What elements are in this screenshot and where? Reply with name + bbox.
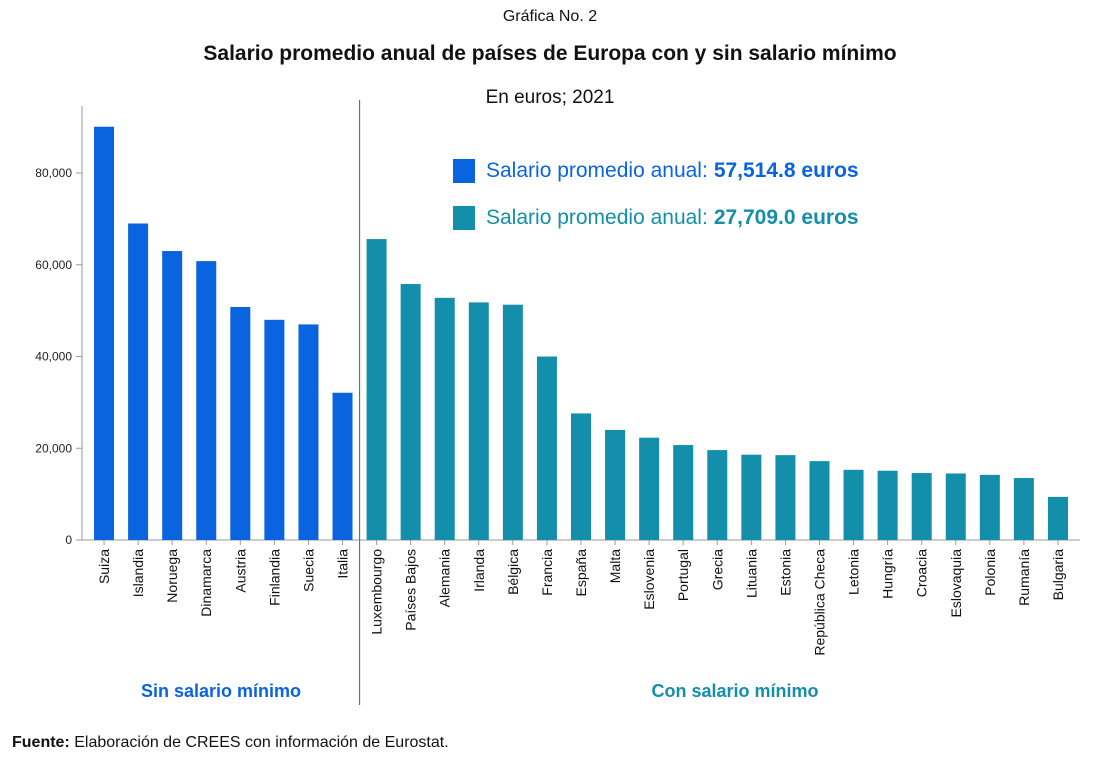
bar (673, 445, 694, 540)
x-tick-label: Bulgaria (1050, 549, 1066, 601)
bar (366, 239, 387, 541)
x-tick-label: Irlanda (471, 549, 487, 592)
x-tick-label: Finlandia (266, 549, 282, 606)
legend-value-sin: 57,514.8 euros (713, 159, 859, 182)
bar (94, 126, 115, 541)
x-tick-label: Luxembourgo (369, 549, 385, 635)
bar (809, 461, 830, 540)
chart-title: Salario promedio anual de países de Euro… (203, 42, 897, 65)
figure-label: Gráfica No. 2 (502, 8, 598, 25)
y-tick-label: 40,000 (35, 350, 72, 364)
bar (605, 429, 626, 540)
bar (468, 302, 489, 540)
x-tick-label: Rumanía (1016, 549, 1032, 606)
y-tick-label: 0 (65, 533, 72, 547)
bar (741, 454, 762, 540)
x-tick-label: Eslovaquia (948, 549, 964, 618)
bar (707, 450, 728, 540)
source-prefix: Fuente: (12, 734, 70, 751)
legend-value-con: 27,709.0 euros (713, 206, 859, 229)
y-tick-label: 20,000 (35, 441, 72, 455)
bar (843, 469, 864, 540)
x-tick-label: República Checa (811, 549, 827, 656)
bar (264, 319, 285, 540)
bar (400, 284, 421, 540)
bar (230, 306, 251, 540)
legend-entry-con: Salario promedio anual: 27,709.0 euros (453, 206, 859, 230)
legend-text-sin: Salario promedio anual: 57,514.8 euros (486, 159, 859, 183)
bar (162, 251, 183, 541)
x-tick-label: Italia (335, 549, 351, 579)
bar (979, 474, 1000, 540)
bar (571, 413, 591, 540)
x-tick-label: Suecia (300, 549, 316, 592)
x-tick-label: Eslovenia (641, 549, 657, 610)
x-tick-label: Grecia (709, 549, 725, 590)
bar (775, 455, 796, 540)
x-tick-label: Dinamarca (198, 549, 214, 617)
bar (877, 470, 898, 540)
bar (502, 304, 523, 540)
x-tick-label: Suiza (96, 549, 112, 584)
x-tick-label: Polonia (982, 549, 998, 596)
legend-label-sin: Salario promedio anual: (486, 159, 708, 182)
bar (196, 261, 217, 540)
x-tick-label: Croacia (914, 549, 930, 597)
x-tick-label: Bélgica (505, 549, 521, 595)
x-tick-label: Malta (607, 549, 623, 583)
bar (434, 297, 455, 540)
bar (298, 324, 319, 540)
bar (1013, 478, 1034, 540)
x-tick-label: Alemania (437, 549, 453, 608)
source-note: Fuente: Elaboración de CREES con informa… (12, 734, 449, 752)
x-tick-label: Austria (232, 549, 248, 593)
x-tick-label: Estonia (777, 549, 793, 596)
legend-entry-sin: Salario promedio anual: 57,514.8 euros (453, 159, 859, 183)
x-tick-label: Letonia (846, 549, 862, 595)
source-text: Elaboración de CREES con información de … (74, 734, 449, 751)
bar (332, 392, 353, 540)
chart-subtitle: En euros; 2021 (485, 87, 615, 108)
bar (536, 356, 557, 540)
bar (128, 223, 149, 540)
x-tick-label: Portugal (675, 549, 691, 601)
x-tick-label: Países Bajos (403, 549, 419, 631)
legend-text-con: Salario promedio anual: 27,709.0 euros (486, 206, 859, 230)
y-tick-label: 80,000 (35, 166, 72, 180)
x-tick-label: Hungría (880, 549, 896, 599)
bar (1047, 496, 1068, 540)
y-tick-label: 60,000 (35, 258, 72, 272)
legend-swatch-sin (453, 159, 475, 183)
legend-swatch-con (453, 206, 475, 230)
x-tick-label: España (573, 549, 589, 597)
x-tick-label: Lituania (743, 549, 759, 598)
x-tick-label: Noruega (164, 549, 180, 603)
x-tick-label: Islandia (130, 549, 146, 597)
legend-label-con: Salario promedio anual: (486, 206, 708, 229)
group-label-con: Con salario mínimo (651, 681, 819, 701)
bar (911, 473, 932, 540)
x-tick-label: Francia (539, 549, 555, 596)
group-label-sin: Sin salario mínimo (140, 681, 302, 701)
bar (639, 437, 660, 540)
bar (945, 473, 966, 540)
